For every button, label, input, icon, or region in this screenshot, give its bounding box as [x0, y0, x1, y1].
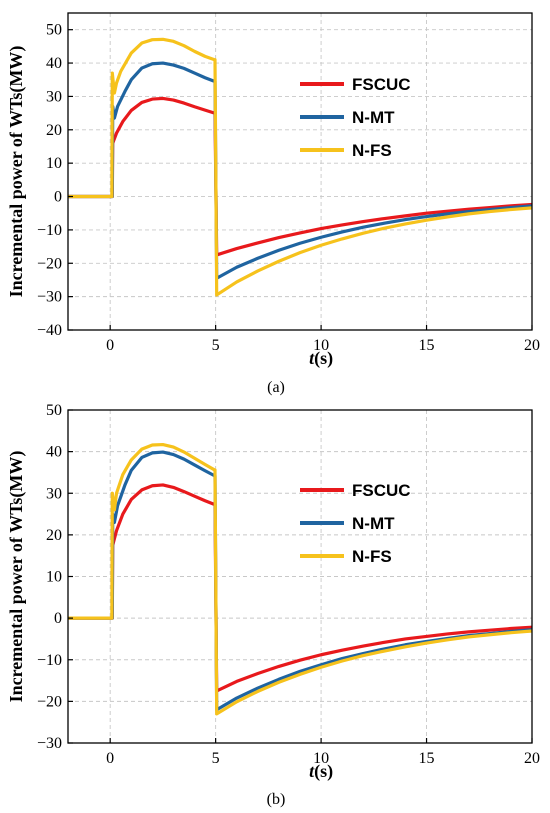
x-axis-unit: (s) — [314, 348, 333, 369]
x-tick-label: 0 — [106, 750, 114, 767]
x-tick-label: 5 — [212, 337, 220, 354]
y-tick-label: 0 — [54, 610, 62, 627]
y-tick-label: 20 — [46, 122, 62, 139]
y-tick-label: −20 — [37, 255, 62, 272]
x-tick-label: 0 — [106, 337, 114, 354]
x-axis-variable: t — [309, 761, 315, 781]
series-line-n-fs — [68, 442, 533, 716]
x-tick-label: 5 — [212, 750, 220, 767]
y-tick-label: −30 — [37, 735, 62, 752]
x-tick-label: 10 — [313, 750, 329, 767]
y-tick-label: 0 — [54, 189, 62, 206]
y-tick-label: 10 — [46, 569, 62, 586]
panel-caption: (a) — [267, 379, 285, 396]
legend-label-fscuc: FSCUC — [352, 75, 411, 94]
legend: FSCUC N-MT N-FS — [300, 75, 411, 160]
chart-panel-b: 0 5 10 15 20 −30 −20 −10 0 10 20 30 40 50 Incremental … — [6, 402, 540, 808]
y-tick-label: 50 — [46, 22, 62, 39]
series-line-n-fs — [68, 37, 533, 297]
y-tick-label: 20 — [46, 527, 62, 544]
y-tick-label: 30 — [46, 485, 62, 502]
x-tick-label: 15 — [419, 337, 435, 354]
x-axis-label: t(s) — [309, 761, 333, 782]
series-line-fscuc — [68, 96, 533, 257]
x-tick-label: 20 — [524, 337, 540, 354]
series-line-n-mt — [68, 61, 533, 280]
panel-caption: (b) — [267, 791, 286, 808]
y-tick-label: 40 — [46, 444, 62, 461]
y-tick-label: 40 — [46, 55, 62, 72]
y-tick-label: −30 — [37, 289, 62, 306]
y-tick-label: 30 — [46, 88, 62, 105]
plot-frame — [67, 12, 533, 331]
legend-label-n-mt: N-MT — [352, 108, 395, 127]
legend-label-n-fs: N-FS — [352, 141, 392, 160]
legend-label-fscuc: FSCUC — [352, 481, 411, 500]
x-axis-variable: t — [309, 348, 315, 368]
x-axis-unit: (s) — [314, 761, 333, 782]
x-tick-label: 15 — [419, 750, 435, 767]
x-tick-label: 10 — [313, 337, 329, 354]
y-tick-label: −10 — [37, 652, 62, 669]
y-tick-label: −40 — [37, 322, 62, 339]
x-tick-label: 20 — [524, 750, 540, 767]
y-tick-label: 50 — [46, 402, 62, 419]
y-axis-label: Incremental power of WTs(MW) — [6, 451, 27, 703]
legend-label-n-fs: N-FS — [352, 547, 392, 566]
y-tick-label: −20 — [37, 693, 62, 710]
chart-panel-a: 0 5 10 15 20 −40 −30 −20 −10 0 10 20 30 40 50 Increment… — [6, 12, 540, 396]
x-axis-label: t(s) — [309, 348, 333, 369]
legend: FSCUC N-MT N-FS — [300, 481, 411, 566]
y-tick-label: 10 — [46, 155, 62, 172]
y-tick-label: −10 — [37, 222, 62, 239]
y-axis-label: Incremental power of WTs(MW) — [6, 46, 27, 298]
legend-label-n-mt: N-MT — [352, 514, 395, 533]
